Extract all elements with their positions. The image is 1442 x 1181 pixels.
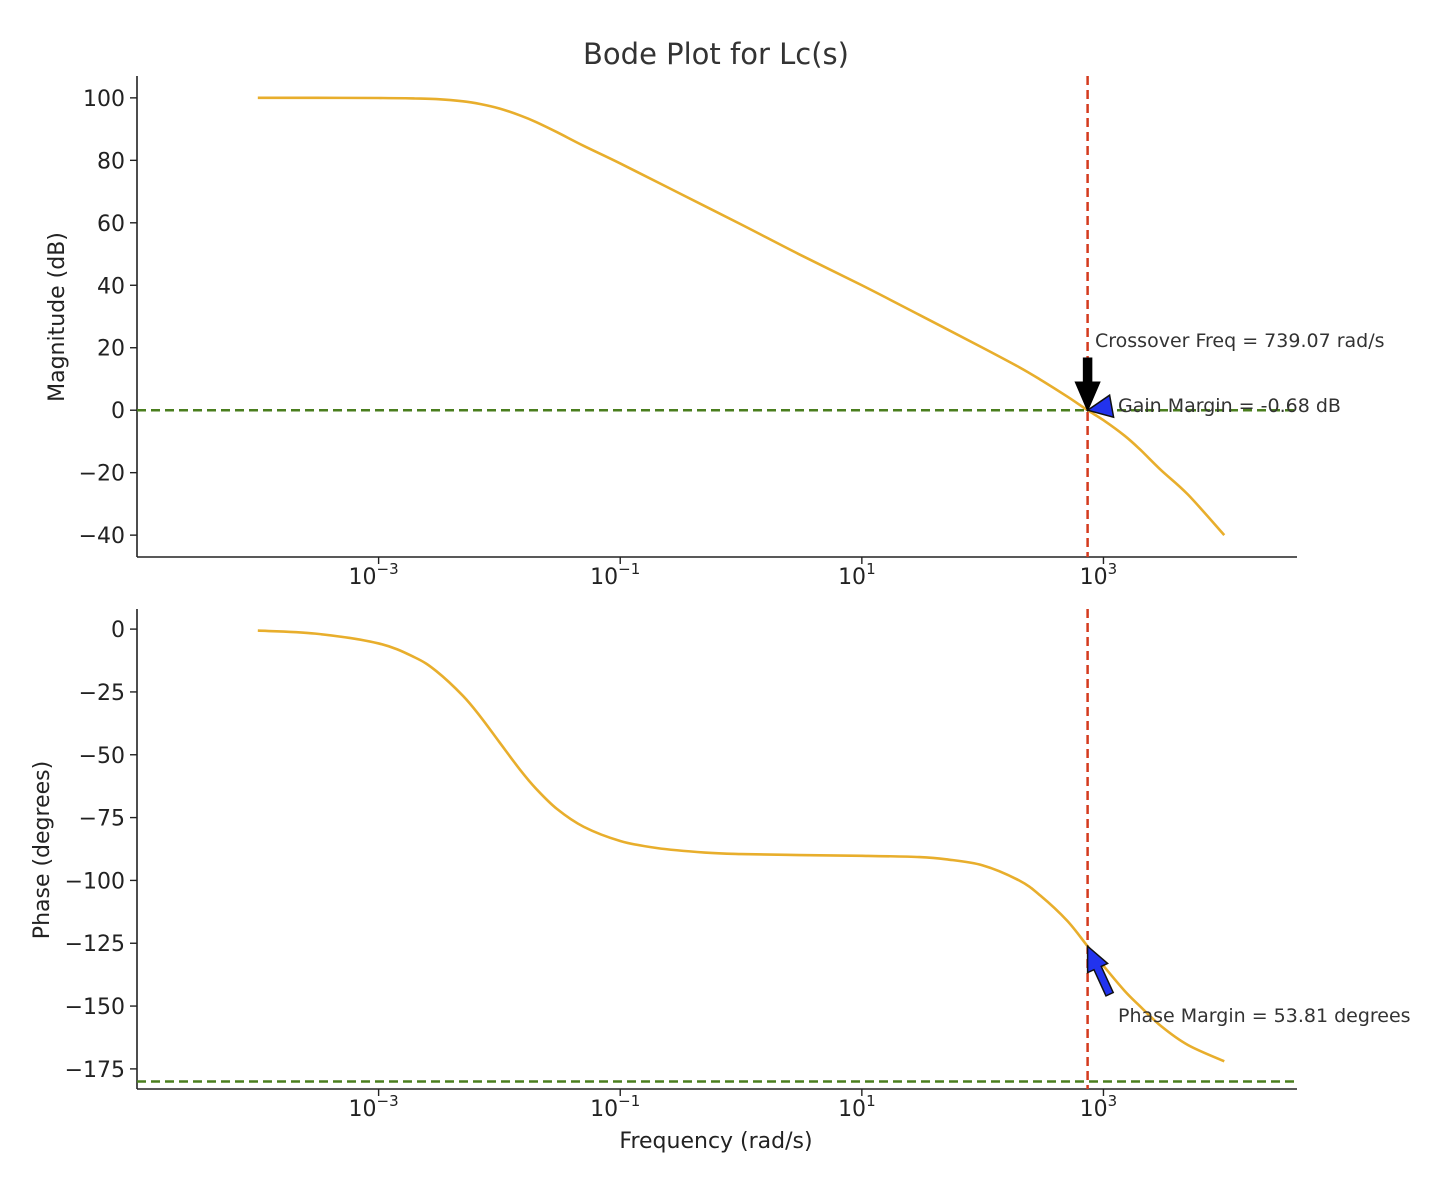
gain-margin-arrow: [1085, 393, 1115, 419]
phase-x-tick-label: 10−3: [349, 1092, 399, 1122]
phase-margin-annotation: Phase Margin = 53.81 degrees: [1086, 944, 1411, 1027]
magnitude-y-label: Magnitude (dB): [45, 232, 70, 402]
phase-y-tick-label: −150: [65, 995, 125, 1020]
phase-y-tick-label: −50: [79, 744, 125, 769]
phase-panel: 0−25−50−75−100−125−150−175 10−3 10−1 101 10…: [30, 609, 1411, 1154]
magnitude-y-tick-label: 80: [97, 149, 125, 174]
gain-margin-annotation-text: Gain Margin = -0.68 dB: [1118, 395, 1341, 417]
phase-x-tick-label: 10−1: [590, 1092, 640, 1122]
phase-y-tick-label: 0: [111, 618, 125, 643]
phase-x-ticks: 10−3 10−1 101 103: [349, 1089, 1118, 1122]
phase-y-tick-label: −25: [79, 681, 125, 706]
magnitude-y-tick-label: 100: [83, 87, 125, 112]
magnitude-x-ticks: 10−3 10−1 101 103: [349, 557, 1118, 590]
phase-y-tick-label: −100: [65, 869, 125, 894]
phase-x-tick-label: 101: [838, 1092, 876, 1122]
crossover-annotation: Crossover Freq = 739.07 rad/s: [1074, 330, 1385, 413]
magnitude-y-tick-label: 40: [97, 274, 125, 299]
chart-title: Bode Plot for Lc(s): [583, 37, 849, 71]
phase-x-tick-label: 103: [1080, 1092, 1118, 1122]
phase-x-label: Frequency (rad/s): [619, 1129, 812, 1154]
magnitude-y-tick-label: 20: [97, 337, 125, 362]
phase-y-tick-label: −125: [65, 932, 125, 957]
magnitude-y-ticks: 100 80 60 40 20 0 −20 −40: [79, 87, 137, 549]
magnitude-x-tick-label: 10−3: [349, 560, 399, 590]
magnitude-x-tick-label: 101: [838, 560, 876, 590]
gain-margin-annotation: Gain Margin = -0.68 dB: [1085, 393, 1341, 419]
magnitude-x-tick-label: 103: [1080, 560, 1118, 590]
phase-y-tick-label: −75: [79, 807, 125, 832]
crossover-arrow: [1074, 357, 1101, 413]
phase-y-tick-label: −175: [65, 1058, 125, 1083]
crossover-annotation-text: Crossover Freq = 739.07 rad/s: [1095, 330, 1385, 352]
magnitude-y-tick-label: 0: [111, 399, 125, 424]
magnitude-panel: 100 80 60 40 20 0 −20 −40 10−3 10−1 101 103 Magnit…: [45, 76, 1385, 590]
phase-y-label: Phase (degrees): [30, 761, 55, 939]
phase-series-line: [257, 629, 1225, 1063]
phase-margin-annotation-text: Phase Margin = 53.81 degrees: [1118, 1005, 1411, 1027]
phase-y-ticks: 0 −25 −50 −75 −100 −125 −150 −175: [65, 618, 137, 1083]
magnitude-y-tick-label: 60: [97, 212, 125, 237]
magnitude-x-tick-label: 10−1: [590, 560, 640, 590]
magnitude-series-line: [257, 96, 1226, 537]
magnitude-y-tick-label: −20: [79, 462, 125, 487]
phase-margin-arrow: [1086, 944, 1115, 997]
magnitude-y-tick-label: −40: [79, 524, 125, 549]
